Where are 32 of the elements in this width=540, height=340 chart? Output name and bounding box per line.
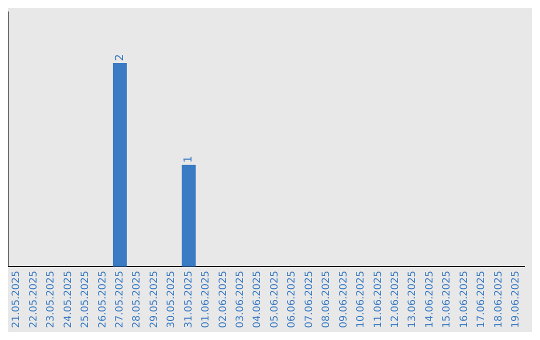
x-tick-label: 30.05.2025 — [166, 270, 178, 328]
x-tick-label: 27.05.2025 — [114, 270, 126, 328]
x-tick-label: 19.06.2025 — [510, 270, 522, 328]
x-tick-label: 12.06.2025 — [390, 270, 401, 328]
x-tick-label: 08.06.2025 — [321, 270, 332, 328]
x-tick-label: 15.06.2025 — [442, 270, 453, 328]
x-tick-label: 23.05.2025 — [46, 270, 57, 328]
x-tick-label: 26.05.2025 — [97, 270, 108, 328]
x-tick-label: 05.06.2025 — [269, 270, 280, 328]
x-tick-label: 16.06.2025 — [458, 270, 470, 328]
x-tick-label: 14.06.2025 — [424, 270, 436, 328]
x-tick-label: 18.06.2025 — [493, 270, 504, 328]
x-tick-label: 04.06.2025 — [252, 270, 264, 328]
x-tick-label: 01.06.2025 — [200, 270, 212, 328]
x-tick-label: 31.05.2025 — [183, 270, 194, 328]
x-tick-label: 25.05.2025 — [80, 270, 92, 328]
x-tick-label: 06.06.2025 — [286, 270, 298, 328]
x-tick-label: 21.05.2025 — [11, 270, 22, 328]
data-label: 1 — [182, 156, 195, 163]
x-tick-label: 13.06.2025 — [407, 270, 418, 328]
x-tick-label: 29.05.2025 — [148, 270, 160, 328]
x-tick-label: 03.06.2025 — [235, 270, 246, 328]
x-tick-label: 10.06.2025 — [356, 270, 367, 328]
x-tick-label: 28.05.2025 — [132, 270, 143, 328]
x-tick-label: 24.05.2025 — [62, 270, 74, 328]
x-tick-label: 07.06.2025 — [304, 270, 315, 328]
x-tick-label: 11.06.2025 — [372, 270, 384, 328]
x-tick-label: 09.06.2025 — [338, 270, 350, 328]
x-tick-label: 17.06.2025 — [476, 270, 488, 328]
data-label: 2 — [112, 54, 126, 61]
x-tick-label: 22.05.2025 — [28, 270, 40, 328]
x-tick-label: 02.06.2025 — [218, 270, 229, 328]
